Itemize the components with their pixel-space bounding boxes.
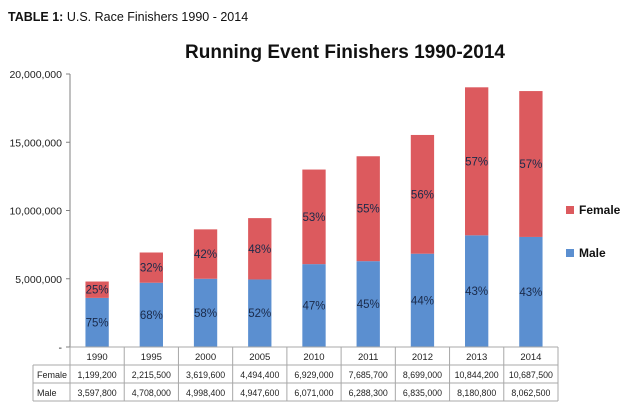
table-cell: 4,708,000: [132, 388, 171, 398]
data-label-male-2011: 45%: [357, 299, 380, 311]
bar-female-2013: [465, 87, 489, 236]
y-tick-label: 20,000,000: [9, 69, 62, 81]
bar-male-2005: [248, 279, 272, 347]
y-tick-label: 10,000,000: [9, 206, 62, 218]
table-cell: 6,288,300: [349, 388, 388, 398]
table-cell: 10,687,500: [509, 370, 553, 380]
table-cell: 4,998,400: [186, 388, 225, 398]
bar-male-2014: [519, 236, 543, 347]
data-label-male-2012: 44%: [411, 295, 434, 307]
table-caption-text: U.S. Race Finishers 1990 - 2014: [66, 10, 249, 24]
bar-female-2010: [302, 169, 326, 265]
data-label-female-2000: 42%: [194, 249, 217, 261]
table-row-label-male: Male: [37, 388, 57, 398]
bar-female-1990: [85, 281, 109, 298]
data-table: 1990 1995 2000 2005 2010 2011 2012 2013 2014 Fema…: [32, 346, 559, 402]
bar-female-2005: [248, 218, 272, 280]
data-label-female-2013: 57%: [465, 156, 488, 168]
y-tick-label: -: [59, 342, 63, 354]
table-cell: 4,494,400: [240, 370, 279, 380]
legend-swatch-female: [566, 206, 574, 214]
table-cell: 3,619,600: [186, 370, 225, 380]
data-label-female-2011: 55%: [357, 204, 380, 216]
x-tick-label: 2000: [195, 352, 216, 363]
data-label-male-2013: 43%: [465, 286, 488, 298]
data-label-male-2005: 52%: [248, 308, 271, 320]
bar-male-2010: [302, 264, 326, 347]
x-tick-label: 2011: [358, 352, 378, 363]
x-tick-label: 2012: [412, 352, 433, 363]
bar-male-1990: [85, 297, 109, 347]
table-row-label-female: Female: [37, 370, 67, 380]
bar-male-2011: [356, 261, 380, 347]
table-cell: 7,685,700: [349, 370, 388, 380]
table-caption: TABLE 1: U.S. Race Finishers 1990 - 2014: [8, 10, 248, 24]
y-tick-label: 5,000,000: [15, 274, 62, 286]
table-cell: 8,699,000: [403, 370, 442, 380]
table-cell: 8,180,800: [457, 388, 496, 398]
table-cell: 8,062,500: [511, 388, 550, 398]
chart-title: Running Event Finishers 1990-2014: [185, 42, 505, 63]
data-label-female-1990: 25%: [86, 285, 109, 297]
x-tick-label: 2010: [303, 352, 324, 363]
table-cell: 10,844,200: [455, 370, 499, 380]
data-label-male-2000: 58%: [194, 308, 217, 320]
table-cell: 4,947,600: [240, 388, 279, 398]
legend-label-female: Female: [579, 203, 621, 217]
data-label-male-1990: 75%: [86, 317, 109, 329]
data-label-male-1995: 68%: [140, 310, 163, 322]
y-axis: - 5,000,000 10,000,000 15,000,000 20,000,000: [9, 69, 71, 354]
table-cell: 6,835,000: [403, 388, 442, 398]
x-tick-label: 2014: [520, 352, 541, 363]
bar-male-2000: [193, 278, 218, 347]
data-label-male-2010: 47%: [302, 301, 325, 313]
x-tick-label: 1995: [141, 352, 162, 363]
table-cell: 3,597,800: [78, 388, 117, 398]
legend: Female Male: [566, 203, 621, 260]
data-label-female-1995: 32%: [140, 263, 163, 275]
data-label-female-2012: 56%: [411, 189, 434, 201]
table-caption-prefix: TABLE 1:: [8, 10, 64, 24]
table-cell: 6,929,000: [294, 370, 333, 380]
bar-male-2012: [410, 253, 435, 347]
bar-female-1995: [139, 252, 163, 283]
data-label-female-2005: 48%: [248, 244, 271, 256]
x-tick-label: 2005: [249, 352, 270, 363]
bar-male-1995: [139, 282, 163, 347]
data-label-female-2010: 53%: [302, 212, 325, 224]
legend-swatch-male: [566, 249, 574, 257]
legend-label-male: Male: [579, 246, 606, 260]
bar-female-2012: [410, 134, 435, 254]
bar-female-2011: [356, 156, 380, 262]
table-cell: 2,215,500: [132, 370, 171, 380]
table-cell: 6,071,000: [294, 388, 333, 398]
table-cell: 1,199,200: [78, 370, 117, 380]
x-tick-label: 1990: [87, 352, 108, 363]
x-tick-label: 2013: [466, 352, 487, 363]
bars: 75% 25% 68% 32% 58% 42% 52% 48% 47% 53% 45% 55% 44% 5…: [85, 87, 543, 347]
data-label-male-2014: 43%: [519, 287, 542, 299]
y-tick-label: 15,000,000: [9, 137, 62, 149]
bar-female-2014: [519, 91, 543, 237]
bar-male-2013: [465, 235, 489, 347]
data-label-female-2014: 57%: [519, 159, 542, 171]
bar-female-2000: [193, 229, 218, 279]
